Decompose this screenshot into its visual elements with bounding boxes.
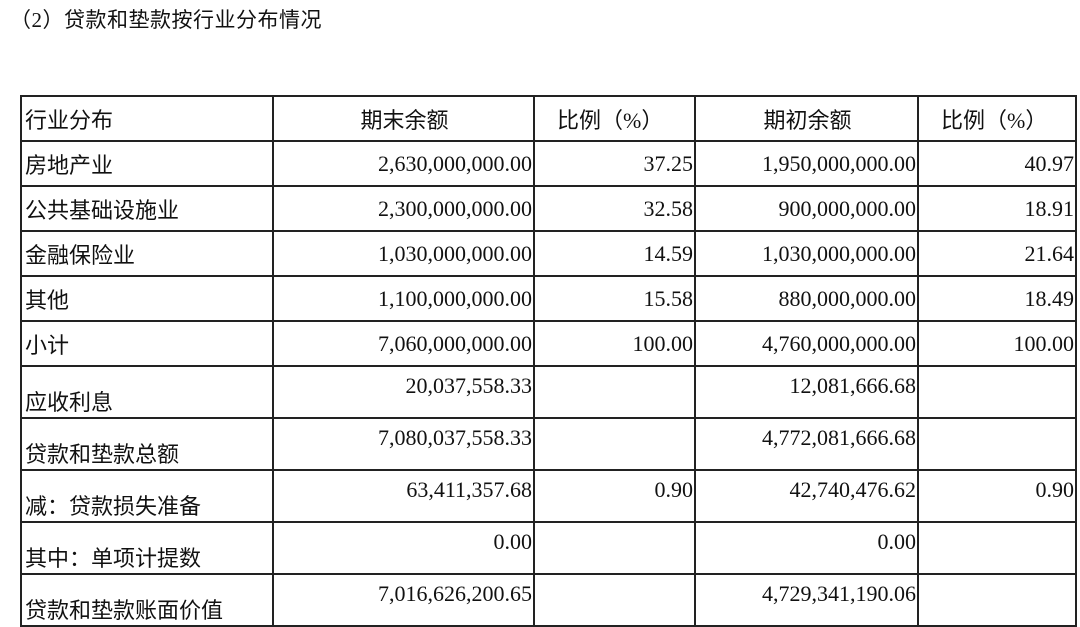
cell-industry: 其他 (20, 275, 274, 322)
table-row: 小计 7,060,000,000.00 100.00 4,760,000,000.00… (20, 320, 1077, 367)
header-ending-balance: 期末余额 (272, 95, 535, 142)
cell-opening-balance: 4,760,000,000.00 (694, 320, 919, 367)
cell-opening-balance: 1,950,000,000.00 (694, 140, 919, 187)
loan-industry-table: 行业分布 期末余额 比例（%） 期初余额 比例（%） 房地产业 2,630,000… (20, 95, 1077, 627)
cell-opening-balance: 0.00 (694, 521, 919, 575)
table-row: 房地产业 2,630,000,000.00 37.25 1,950,000,000.0… (20, 140, 1077, 187)
cell-opening-balance: 12,081,666.68 (694, 365, 919, 419)
cell-ratio-ending: 0.90 (533, 469, 696, 523)
cell-ratio-opening: 18.49 (917, 275, 1077, 322)
cell-ending-balance: 2,300,000,000.00 (272, 185, 535, 232)
header-industry: 行业分布 (20, 95, 274, 142)
header-opening-balance: 期初余额 (694, 95, 919, 142)
cell-ratio-opening (917, 521, 1077, 575)
table-row: 金融保险业 1,030,000,000.00 14.59 1,030,000,000.… (20, 230, 1077, 277)
cell-ending-balance: 1,030,000,000.00 (272, 230, 535, 277)
cell-industry: 小计 (20, 320, 274, 367)
cell-ratio-opening: 0.90 (917, 469, 1077, 523)
header-ratio-opening: 比例（%） (917, 95, 1077, 142)
cell-ratio-ending (533, 365, 696, 419)
cell-ratio-opening (917, 365, 1077, 419)
cell-ratio-opening: 100.00 (917, 320, 1077, 367)
cell-ratio-ending: 14.59 (533, 230, 696, 277)
cell-ending-balance: 20,037,558.33 (272, 365, 535, 419)
cell-ratio-opening: 21.64 (917, 230, 1077, 277)
table-row: 贷款和垫款账面价值 7,016,626,200.65 4,729,341,190.0… (20, 573, 1077, 627)
cell-industry: 贷款和垫款总额 (20, 417, 274, 471)
cell-ratio-opening (917, 417, 1077, 471)
cell-ratio-ending: 37.25 (533, 140, 696, 187)
cell-industry: 贷款和垫款账面价值 (20, 573, 274, 627)
table-header-row: 行业分布 期末余额 比例（%） 期初余额 比例（%） (20, 95, 1077, 142)
cell-industry: 应收利息 (20, 365, 274, 419)
cell-industry: 减：贷款损失准备 (20, 469, 274, 523)
table-row: 公共基础设施业 2,300,000,000.00 32.58 900,000,000.… (20, 185, 1077, 232)
cell-opening-balance: 900,000,000.00 (694, 185, 919, 232)
section-title: （2）贷款和垫款按行业分布情况 (10, 8, 322, 32)
cell-ratio-opening: 18.91 (917, 185, 1077, 232)
table-row: 贷款和垫款总额 7,080,037,558.33 4,772,081,666.68 (20, 417, 1077, 471)
cell-ratio-ending: 100.00 (533, 320, 696, 367)
cell-ratio-ending (533, 573, 696, 627)
cell-opening-balance: 4,772,081,666.68 (694, 417, 919, 471)
cell-industry: 其中：单项计提数 (20, 521, 274, 575)
cell-ratio-ending (533, 521, 696, 575)
cell-ending-balance: 63,411,357.68 (272, 469, 535, 523)
table-row: 应收利息 20,037,558.33 12,081,666.68 (20, 365, 1077, 419)
cell-ending-balance: 7,016,626,200.65 (272, 573, 535, 627)
cell-opening-balance: 1,030,000,000.00 (694, 230, 919, 277)
cell-ending-balance: 7,060,000,000.00 (272, 320, 535, 367)
cell-industry: 房地产业 (20, 140, 274, 187)
cell-ratio-opening (917, 573, 1077, 627)
cell-ratio-opening: 40.97 (917, 140, 1077, 187)
cell-ratio-ending: 15.58 (533, 275, 696, 322)
cell-opening-balance: 4,729,341,190.06 (694, 573, 919, 627)
cell-ending-balance: 7,080,037,558.33 (272, 417, 535, 471)
cell-ratio-ending (533, 417, 696, 471)
cell-ratio-ending: 32.58 (533, 185, 696, 232)
cell-ending-balance: 1,100,000,000.00 (272, 275, 535, 322)
cell-industry: 金融保险业 (20, 230, 274, 277)
cell-opening-balance: 880,000,000.00 (694, 275, 919, 322)
cell-ending-balance: 0.00 (272, 521, 535, 575)
cell-opening-balance: 42,740,476.62 (694, 469, 919, 523)
table-row: 减：贷款损失准备 63,411,357.68 0.90 42,740,476.62 0.… (20, 469, 1077, 523)
cell-industry: 公共基础设施业 (20, 185, 274, 232)
table-row: 其他 1,100,000,000.00 15.58 880,000,000.00 18.… (20, 275, 1077, 322)
header-ratio-ending: 比例（%） (533, 95, 696, 142)
cell-ending-balance: 2,630,000,000.00 (272, 140, 535, 187)
table-row: 其中：单项计提数 0.00 0.00 (20, 521, 1077, 575)
